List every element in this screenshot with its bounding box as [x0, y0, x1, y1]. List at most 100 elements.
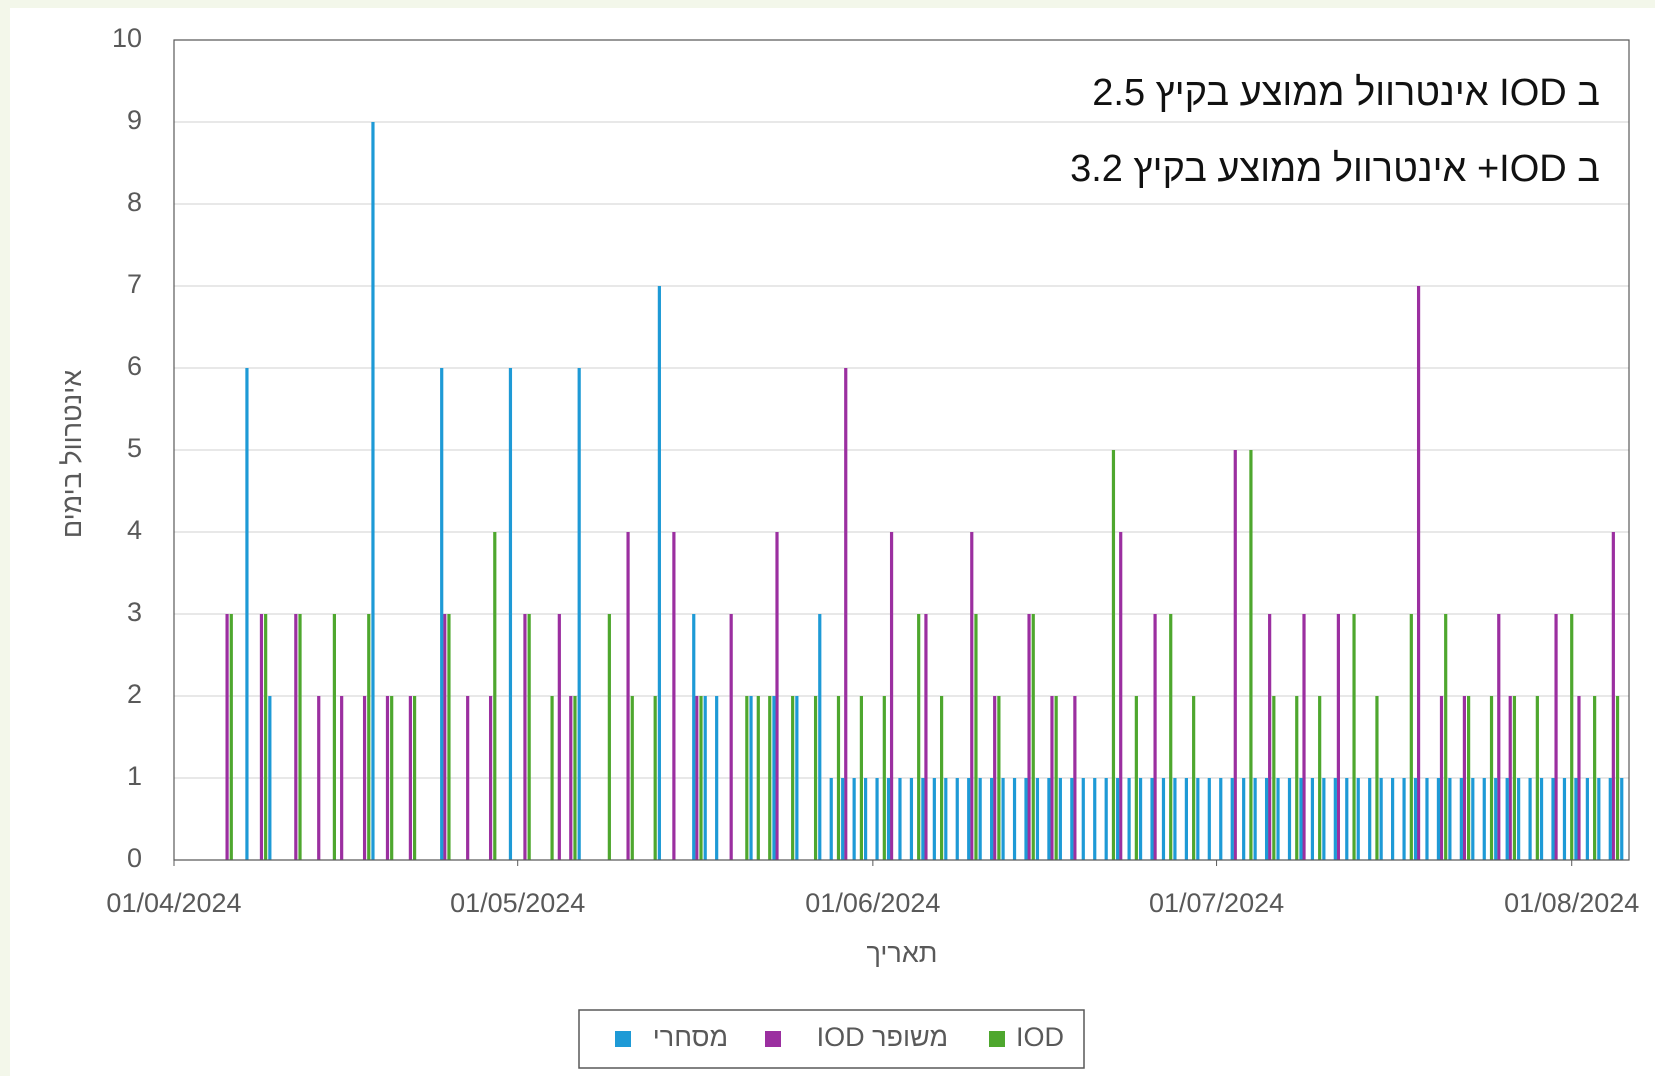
- bar: [225, 614, 229, 860]
- bar: [1268, 614, 1272, 860]
- bar: [1111, 450, 1116, 860]
- bar: [844, 368, 848, 860]
- legend-label: IOD: [1016, 1022, 1064, 1052]
- bar: [1318, 696, 1322, 860]
- bar: [813, 696, 818, 860]
- bar: [1539, 778, 1544, 860]
- bar: [1497, 614, 1501, 860]
- bar: [1322, 778, 1326, 860]
- x-tick-label: 01/07/2024: [1149, 888, 1284, 918]
- bar: [695, 696, 699, 860]
- bar: [1368, 778, 1372, 860]
- bar: [875, 778, 879, 860]
- bar: [1173, 778, 1177, 860]
- bar: [1081, 778, 1085, 860]
- bar: [729, 614, 733, 860]
- bar: [932, 778, 936, 860]
- bar: [1047, 778, 1051, 860]
- chart-panel: [10, 8, 1655, 1076]
- bar: [1439, 696, 1444, 860]
- bar: [772, 696, 776, 860]
- bar: [1196, 778, 1200, 860]
- y-tick-label: 6: [127, 351, 142, 381]
- bar: [1249, 450, 1253, 860]
- bar: [557, 614, 561, 860]
- bar: [1425, 778, 1429, 860]
- bar: [1233, 450, 1237, 860]
- bar: [1597, 778, 1601, 860]
- bar: [550, 696, 554, 860]
- bar: [1570, 614, 1574, 860]
- bar: [990, 778, 994, 860]
- bar: [745, 696, 749, 860]
- bar: [1416, 286, 1421, 860]
- bar: [1611, 532, 1615, 860]
- bar: [768, 696, 772, 860]
- bar: [1012, 778, 1017, 860]
- bar: [1116, 778, 1120, 860]
- bar: [508, 368, 513, 860]
- bar: [371, 122, 375, 860]
- bar: [1462, 696, 1467, 860]
- bar: [699, 696, 703, 860]
- bar: [1230, 778, 1234, 860]
- x-tick-label: 01/08/2024: [1504, 888, 1639, 918]
- bar: [1375, 696, 1379, 860]
- y-tick-label: 5: [127, 433, 142, 463]
- bar: [1494, 778, 1498, 860]
- bar: [1467, 696, 1471, 860]
- bar: [859, 696, 864, 860]
- bar: [657, 286, 661, 860]
- bar: [829, 778, 833, 860]
- bar: [756, 696, 760, 860]
- bar: [340, 696, 344, 860]
- y-tick-label: 0: [127, 843, 142, 873]
- y-tick-label: 1: [127, 761, 142, 791]
- plot-border: [173, 39, 1630, 861]
- y-axis-title: אינטרוול בימים: [57, 370, 87, 538]
- bar: [1050, 696, 1054, 860]
- bar: [1104, 778, 1108, 860]
- bar: [864, 778, 868, 860]
- bar: [955, 778, 959, 860]
- bar: [993, 696, 997, 860]
- bar: [715, 696, 719, 860]
- bar: [268, 696, 272, 860]
- bar: [1276, 778, 1280, 860]
- bar: [852, 778, 856, 860]
- bar: [1593, 696, 1597, 860]
- bar: [1620, 778, 1624, 860]
- bar: [1001, 778, 1005, 860]
- bar: [412, 696, 417, 860]
- legend-label: מסחרי: [653, 1022, 728, 1052]
- bar: [1302, 614, 1306, 860]
- bar: [1444, 614, 1448, 860]
- bar: [1413, 778, 1418, 860]
- bar: [1299, 778, 1303, 860]
- bar: [921, 778, 925, 860]
- bar: [1436, 778, 1441, 860]
- bar: [997, 696, 1001, 860]
- x-tick-label: 01/05/2024: [450, 888, 585, 918]
- bar: [909, 778, 914, 860]
- bar: [1264, 778, 1269, 860]
- bar: [1391, 778, 1395, 860]
- bar: [1161, 778, 1166, 860]
- bar: [1517, 778, 1521, 860]
- annotation: ב IOD+ אינטרוול ממוצע בקיץ 3.2: [1070, 148, 1600, 190]
- bar: [607, 614, 611, 860]
- legend-swatch: [615, 1031, 631, 1047]
- bar: [294, 614, 298, 860]
- bar: [1150, 778, 1154, 860]
- bar: [298, 614, 302, 860]
- bar: [577, 368, 581, 860]
- bar: [1287, 778, 1292, 860]
- bar: [795, 696, 799, 860]
- bar: [493, 532, 497, 860]
- bar: [1134, 696, 1138, 860]
- bar: [1027, 614, 1031, 860]
- bar: [1070, 778, 1074, 860]
- bar: [978, 778, 982, 860]
- bar: [924, 614, 928, 860]
